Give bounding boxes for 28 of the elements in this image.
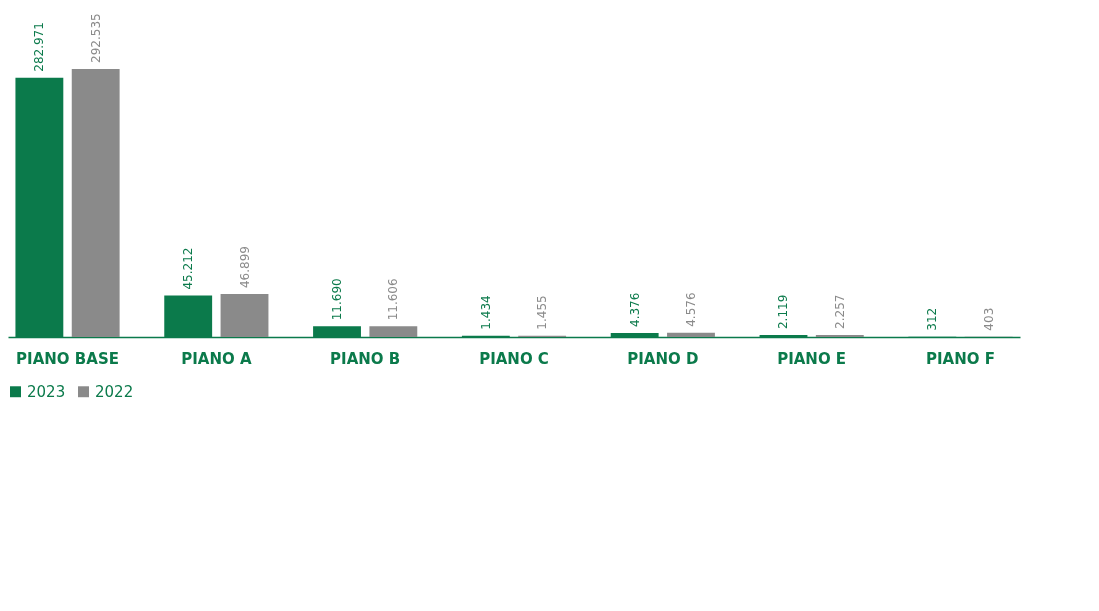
x-tick-label: PIANO C: [479, 349, 549, 368]
bar: [815, 334, 864, 337]
data-label: 45.212: [181, 247, 196, 290]
bar: [71, 68, 120, 337]
data-label: 2.257: [832, 294, 847, 329]
data-label: 4.576: [683, 292, 698, 327]
data-label: 312: [925, 307, 940, 331]
bar: [369, 326, 418, 337]
x-tick-label: PIANO B: [330, 349, 401, 368]
x-tick-label: PIANO BASE: [16, 349, 119, 368]
bar: [667, 332, 715, 337]
data-label: 2.119: [776, 294, 791, 330]
data-label: 46.899: [237, 246, 252, 289]
data-label: 11.606: [386, 278, 401, 321]
data-label: 403: [981, 307, 996, 331]
x-tick-label: PIANO F: [925, 349, 995, 368]
x-tick-label: PIANO D: [627, 349, 699, 368]
bar: [220, 294, 269, 337]
data-label: 4.376: [627, 292, 642, 327]
data-label: 282.971: [32, 22, 47, 72]
legend-label: 2023: [27, 382, 66, 401]
data-label: 1.434: [478, 295, 493, 330]
x-tick-label: PIANO A: [181, 349, 252, 368]
data-label: 292.535: [88, 13, 103, 63]
legend-label: 2022: [95, 382, 134, 401]
data-label: 11.690: [330, 278, 345, 321]
data-label: 1.455: [535, 295, 550, 330]
x-tick-label: PIANO E: [777, 349, 847, 368]
